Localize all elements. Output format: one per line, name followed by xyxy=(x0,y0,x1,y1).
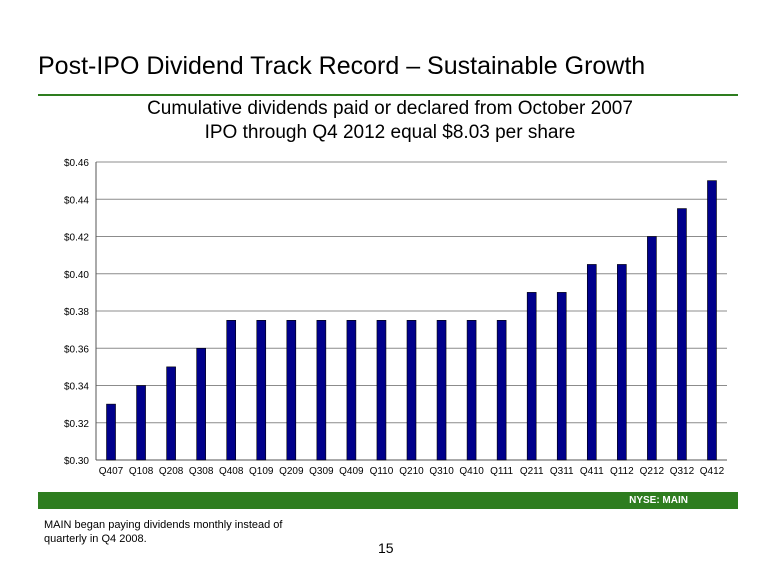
y-tick-label: $0.46 xyxy=(64,158,89,169)
x-tick-label: Q110 xyxy=(370,466,394,477)
x-tick-label: Q108 xyxy=(129,466,154,477)
bar xyxy=(556,292,567,461)
bar xyxy=(316,320,327,461)
x-tick-label: Q212 xyxy=(640,466,665,477)
bar xyxy=(586,264,597,461)
x-tick-label: Q308 xyxy=(189,466,214,477)
y-tick-label: $0.38 xyxy=(64,307,89,318)
y-tick-label: $0.40 xyxy=(64,270,89,281)
bar xyxy=(406,320,417,461)
bar xyxy=(707,180,717,461)
x-tick-label: Q412 xyxy=(700,466,725,477)
x-tick-label: Q311 xyxy=(550,466,574,477)
y-tick-label: $0.42 xyxy=(64,233,89,244)
x-tick-label: Q210 xyxy=(399,466,424,477)
x-tick-label: Q211 xyxy=(520,466,544,477)
subtitle-line-1: Cumulative dividends paid or declared fr… xyxy=(147,98,633,119)
page-number: 15 xyxy=(378,540,394,556)
x-tick-label: Q409 xyxy=(339,466,364,477)
bar xyxy=(466,320,477,461)
bar xyxy=(286,320,297,461)
bar xyxy=(136,385,146,461)
x-tick-label: Q310 xyxy=(429,466,454,477)
bar xyxy=(256,320,267,461)
bar xyxy=(647,236,657,461)
y-tick-label: $0.32 xyxy=(64,419,89,430)
bar xyxy=(106,403,116,461)
bar xyxy=(196,347,206,461)
x-tick-label: Q407 xyxy=(99,466,124,477)
subtitle-line-2: IPO through Q4 2012 equal $8.03 per shar… xyxy=(204,122,576,143)
y-tick-label: $0.36 xyxy=(64,344,89,355)
y-tick-label: $0.34 xyxy=(64,382,89,393)
x-tick-label: Q111 xyxy=(490,466,513,477)
x-tick-label: Q309 xyxy=(309,466,334,477)
bar xyxy=(677,208,687,461)
bar xyxy=(376,320,387,461)
bar xyxy=(617,264,627,461)
y-tick-label: $0.44 xyxy=(64,195,89,206)
x-tick-label: Q208 xyxy=(159,466,184,477)
x-tick-label: Q408 xyxy=(219,466,244,477)
bar xyxy=(526,292,537,461)
ticker-label: NYSE: MAIN xyxy=(629,495,688,506)
bar xyxy=(166,366,176,461)
bar xyxy=(346,320,357,461)
footnote: MAIN began paying dividends monthly inst… xyxy=(44,519,283,545)
bar xyxy=(496,320,507,461)
x-tick-label: Q312 xyxy=(670,466,695,477)
slide-title: Post-IPO Dividend Track Record – Sustain… xyxy=(38,52,646,80)
bar xyxy=(436,320,447,461)
x-tick-label: Q109 xyxy=(249,466,274,477)
chart-subtitle: Cumulative dividends paid or declared fr… xyxy=(90,97,690,145)
y-tick-label: $0.30 xyxy=(64,456,89,467)
x-tick-label: Q112 xyxy=(610,466,634,477)
footer-bar: NYSE: MAIN xyxy=(38,492,738,509)
bar xyxy=(226,320,237,461)
title-divider xyxy=(38,94,738,96)
x-tick-label: Q410 xyxy=(459,466,484,477)
x-tick-label: Q411 xyxy=(580,466,604,477)
x-tick-label: Q209 xyxy=(279,466,304,477)
